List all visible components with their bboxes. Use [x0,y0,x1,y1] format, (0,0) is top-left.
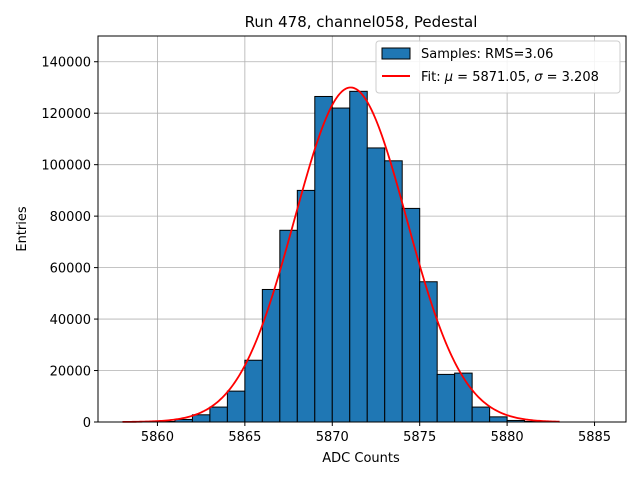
histogram-bar [244,359,263,423]
histogram-bar [436,373,456,423]
bars-layer [156,90,543,423]
y-tick-label: 40000 [50,313,91,328]
legend-fit-mid: = 5871.05, [453,70,534,85]
gaussian-fit-curve [122,86,560,423]
y-tick-label: 60000 [50,262,91,277]
legend-samples-label: Samples: RMS=3.06 [421,47,553,62]
y-tick-label: 140000 [41,56,91,71]
legend-fit-mu: μ [444,70,453,85]
legend-fit-prefix: Fit: [421,70,445,85]
histogram-bar [471,406,491,423]
fit-layer [122,86,560,423]
y-tick-label: 0 [83,416,91,431]
histogram-bar [191,414,211,423]
y-axis: 0 20000 40000 60000 80000 100000 120000 140000 [41,56,98,431]
histogram-bar [366,147,386,423]
y-tick-label: 100000 [41,159,91,174]
x-tick-label: 5860 [141,430,174,445]
histogram-bar [314,95,333,423]
x-tick-label: 5885 [578,430,611,445]
y-tick-label: 20000 [50,365,91,380]
histogram-bar [331,107,351,423]
x-tick-label: 5880 [491,430,524,445]
x-axis: 5860 5865 5870 5875 5880 5885 [141,422,611,445]
histogram-bar [419,281,438,423]
histogram-bar [296,189,316,423]
legend-fit-end: = 3.208 [542,70,598,85]
legend-box [375,40,621,94]
histogram-bar [454,372,473,423]
histogram-bar [401,207,421,423]
x-axis-label: ADC Counts [322,451,400,466]
y-axis-label: Entries [15,206,30,252]
chart-title: Run 478, channel058, Pedestal [245,13,478,31]
x-tick-label: 5875 [403,430,436,445]
legend: Samples: RMS=3.06 Fit: μ = 5871.05, σ = … [375,40,621,94]
histogram-bar [261,288,281,423]
y-tick-label: 80000 [50,210,91,225]
histogram-bar [489,416,508,423]
plot-frame [97,35,627,423]
legend-fit-sigma: σ [534,70,543,85]
y-tick-label: 120000 [41,107,91,122]
histogram-bar [226,390,246,423]
histogram-bar [209,406,228,423]
legend-fit-label: Fit: μ = 5871.05, σ = 3.208 [421,70,599,85]
histogram-bar [349,90,368,423]
x-tick-label: 5865 [228,430,261,445]
x-tick-label: 5870 [316,430,349,445]
legend-samples-swatch [381,47,411,60]
histogram-bar [384,160,403,423]
